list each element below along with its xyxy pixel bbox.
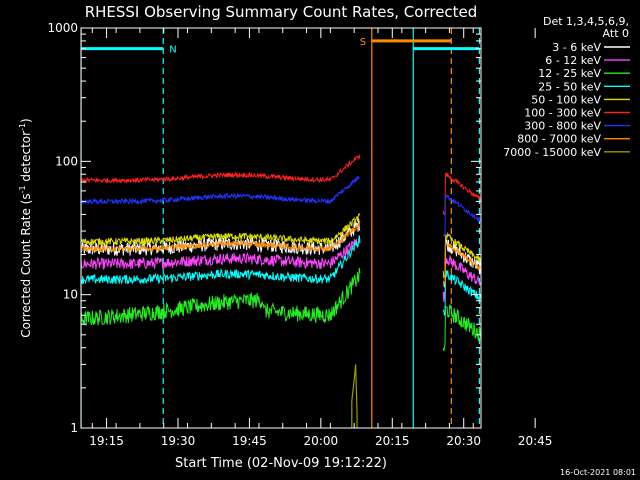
series-line-4-segment-1: [442, 231, 481, 279]
series-line-6-segment-0: [81, 176, 360, 206]
legend-header-line: Att 0: [603, 27, 629, 40]
series-line-2-segment-1: [442, 304, 481, 351]
series-line-2-segment-0: [81, 267, 361, 326]
y-tick-label: 100: [55, 154, 78, 168]
series-line-3-segment-0: [81, 235, 361, 285]
x-axis: 19:15 19:30 19:45 20:00 20:15 20:30 20:45: [89, 28, 552, 448]
legend-entry-label: 50 - 100 keV: [531, 93, 601, 106]
legend-header-line: Det 1,3,4,5,6,9,: [543, 15, 629, 28]
x-tick-label: 20:00: [304, 434, 339, 448]
x-axis-label: Start Time (02-Nov-09 19:12:22): [175, 456, 387, 471]
plot-area: NS: [80, 27, 482, 429]
x-tick-label: 19:45: [232, 434, 267, 448]
legend-entry-label: 6 - 12 keV: [545, 54, 601, 67]
legend-entry-label: 100 - 300 keV: [524, 107, 601, 120]
series-line-1-segment-1: [442, 255, 481, 302]
y-tick-label: 10: [63, 288, 78, 302]
y-tick-label: 1: [70, 421, 78, 435]
x-tick-label: 20:45: [518, 434, 553, 448]
saa-bar-label: S: [360, 37, 366, 48]
legend-entry-label: 25 - 50 keV: [538, 80, 601, 93]
footer-timestamp: 16-Oct-2021 08:01: [560, 468, 636, 477]
x-tick-label: 19:30: [161, 434, 196, 448]
y-axis-label-sup1: -1: [18, 185, 27, 193]
series-line-8: [351, 364, 358, 428]
series-line-1-segment-0: [81, 235, 361, 270]
y-axis-label-main: Corrected Count Rate (s: [19, 193, 33, 337]
legend-entry-label: 300 - 800 keV: [524, 120, 601, 133]
chart-title: RHESSI Observing Summary Count Rates, Co…: [85, 3, 478, 21]
night-bar-label: N: [169, 45, 176, 56]
series-line-3-segment-1: [442, 270, 481, 317]
series-line-6-segment-1: [442, 194, 481, 237]
y-axis-label-end: ): [19, 118, 33, 123]
y-axis-label-sup2: -1: [18, 123, 27, 131]
x-tick-label: 20:15: [375, 434, 410, 448]
series-line-7-segment-1: [442, 241, 481, 286]
legend-entry-label: 3 - 6 keV: [552, 41, 601, 54]
legend-entry-label: 12 - 25 keV: [538, 67, 601, 80]
x-tick-label: 20:30: [446, 434, 481, 448]
series-line-4-segment-0: [81, 213, 361, 246]
legend-entry-label: 800 - 7000 keV: [517, 133, 601, 146]
series-line-5-segment-1: [442, 172, 481, 216]
y-axis-label-mid: detector: [19, 131, 33, 186]
y-tick-label: 1000: [47, 21, 78, 35]
plot-inner: [81, 28, 481, 428]
y-axis-label: Corrected Count Rate (s-1 detector-1): [18, 118, 33, 337]
legend-entry-label: 7000 - 15000 keV: [503, 146, 601, 159]
plot-frame: [80, 27, 482, 429]
series-line-7-segment-0: [81, 221, 361, 254]
y-axis: 1 10 100 1000: [47, 21, 481, 435]
series-line-5-segment-0: [81, 154, 361, 185]
x-tick-label: 19:15: [89, 434, 124, 448]
